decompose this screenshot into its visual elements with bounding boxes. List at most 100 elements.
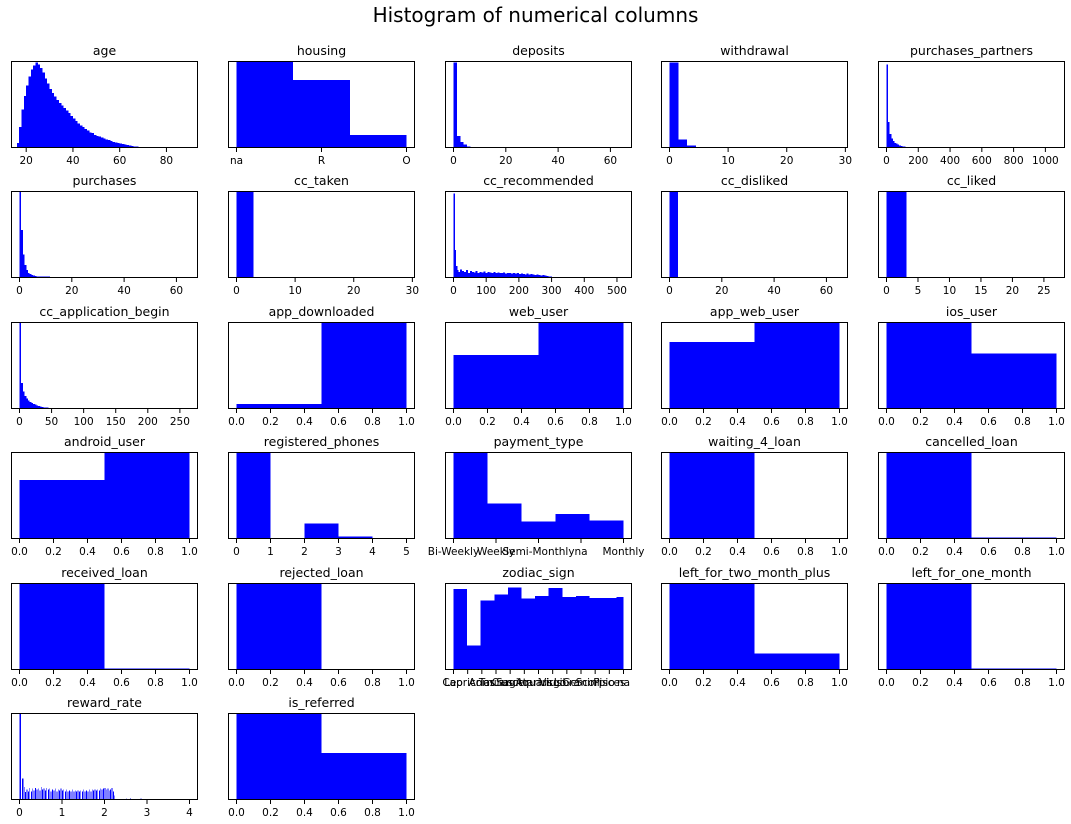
histogram-bar: [28, 76, 31, 148]
histogram-bar: [513, 272, 515, 278]
bars: [886, 583, 1057, 670]
bars: [886, 64, 928, 148]
panel-waiting-4-loan: waiting_4_loan 0.0 0.2 0.4 0.6 0.8 1.0: [661, 434, 848, 558]
panel-cancelled-loan: cancelled_loan 0.0 0.2 0.4 0.6 0.8 1.0: [878, 434, 1065, 558]
histogram-bar: [21, 230, 23, 278]
x-tick-label: 30: [839, 155, 852, 167]
bars: [453, 452, 624, 539]
histogram-bar: [38, 405, 40, 409]
x-tick-label: 0.2: [479, 416, 496, 428]
axes-frame: [228, 191, 415, 278]
histogram-bar: [77, 123, 80, 148]
histogram-bar: [47, 83, 50, 148]
bars: [669, 322, 840, 409]
histogram-bar: [507, 587, 522, 670]
x-tick-label: 0.6: [763, 677, 780, 689]
axes-frame: [445, 322, 632, 409]
x-tick-label: 150: [106, 416, 126, 428]
histogram-bar: [19, 583, 105, 670]
histogram-bar: [50, 791, 52, 800]
histogram-bar: [45, 790, 46, 800]
x-tick-label: 0.6: [980, 416, 997, 428]
histogram-bar: [42, 72, 45, 148]
x-tick-label: 20: [65, 285, 78, 297]
x-tick-label: 40: [767, 285, 780, 297]
panel-title: purchases: [73, 173, 137, 188]
histogram-bar: [669, 452, 755, 539]
histogram-bar: [499, 272, 502, 278]
x-tick-label: 0.2: [912, 416, 929, 428]
histogram-bar: [521, 598, 536, 670]
x-tick-label: 0: [450, 155, 457, 167]
histogram-bar: [105, 789, 107, 800]
histogram-bar: [236, 713, 322, 800]
histogram-bar: [462, 271, 464, 278]
panel-title: left_for_one_month: [911, 565, 1031, 580]
histogram-bar: [98, 790, 100, 800]
panel-web-user: web_user 0.0 0.2 0.4 0.6 0.8 1.0: [445, 304, 632, 428]
x-tick-label: 0.6: [980, 677, 997, 689]
x-tick-label: 1.0: [398, 416, 415, 428]
panel-title: left_for_two_month_plus: [679, 565, 831, 580]
histogram-bar: [39, 406, 42, 409]
x-tick-label: Libra: [554, 677, 580, 689]
x-tick-label: 0.6: [980, 546, 997, 558]
x-tick-label: 0.2: [912, 546, 929, 558]
histogram-bar: [457, 270, 459, 278]
histogram-bar: [79, 791, 80, 800]
x-tick-label: 0.2: [262, 677, 279, 689]
histogram-bar: [463, 271, 466, 278]
x-tick-label: 30: [406, 285, 419, 297]
histogram-bar: [35, 62, 38, 148]
x-tick-label: 0.0: [228, 677, 245, 689]
histogram-bar: [465, 270, 468, 278]
histogram-bar: [33, 403, 35, 409]
histogram-bar: [28, 272, 30, 278]
x-tick-label: 0.6: [547, 416, 564, 428]
x-tick-label: 400: [940, 155, 960, 167]
histogram-bar: [88, 789, 90, 800]
histogram-bar: [76, 791, 77, 800]
histogram-bar: [453, 452, 488, 539]
histogram-bar: [236, 61, 294, 148]
histogram-bar: [84, 791, 86, 800]
histogram-bar: [113, 791, 114, 800]
bars: [236, 583, 407, 670]
x-tick-label: 0: [450, 285, 457, 297]
histogram-bar: [526, 273, 529, 278]
histogram-bar: [456, 135, 461, 148]
x-tick-label: 5: [915, 285, 922, 297]
histogram-bar: [36, 405, 39, 409]
histogram-bar: [349, 134, 407, 148]
histogram-bar: [493, 271, 496, 278]
panel-left-for-one-month: left_for_one_month 0.0 0.2 0.4 0.6 0.8 1.0: [878, 565, 1065, 689]
panel-left-for-two-month-plus: left_for_two_month_plus 0.0 0.2 0.4 0.6 0.8 1.…: [661, 565, 848, 689]
x-tick-label: R: [318, 155, 325, 167]
histogram-bar: [96, 135, 99, 148]
histogram-bar: [124, 144, 127, 148]
histogram-bar: [548, 588, 563, 670]
histogram-bar: [61, 105, 64, 148]
bars: [453, 322, 624, 409]
histogram-bar: [91, 133, 94, 148]
histogram-bar: [497, 272, 500, 278]
x-tick-label: 0.8: [364, 416, 381, 428]
bars: [453, 62, 480, 148]
histogram-bar: [91, 789, 93, 800]
panel-cc-disliked: cc_disliked 0 20 40 60: [661, 173, 848, 297]
histogram-bar: [93, 790, 94, 800]
histogram-bar: [29, 787, 31, 800]
histogram-bar: [546, 275, 549, 278]
histogram-bar: [108, 790, 110, 800]
axes-frame: [661, 61, 848, 148]
histogram-bar: [74, 790, 76, 800]
axes-frame: [228, 583, 415, 670]
panel-title: age: [93, 43, 117, 58]
axes-frame: [11, 713, 198, 800]
x-tick-label: 500: [607, 285, 627, 297]
axes-frame: [878, 452, 1065, 539]
bars: [669, 191, 687, 278]
bars: [19, 191, 72, 278]
histogram-bar: [34, 404, 37, 409]
x-tick-label: 60: [113, 155, 126, 167]
